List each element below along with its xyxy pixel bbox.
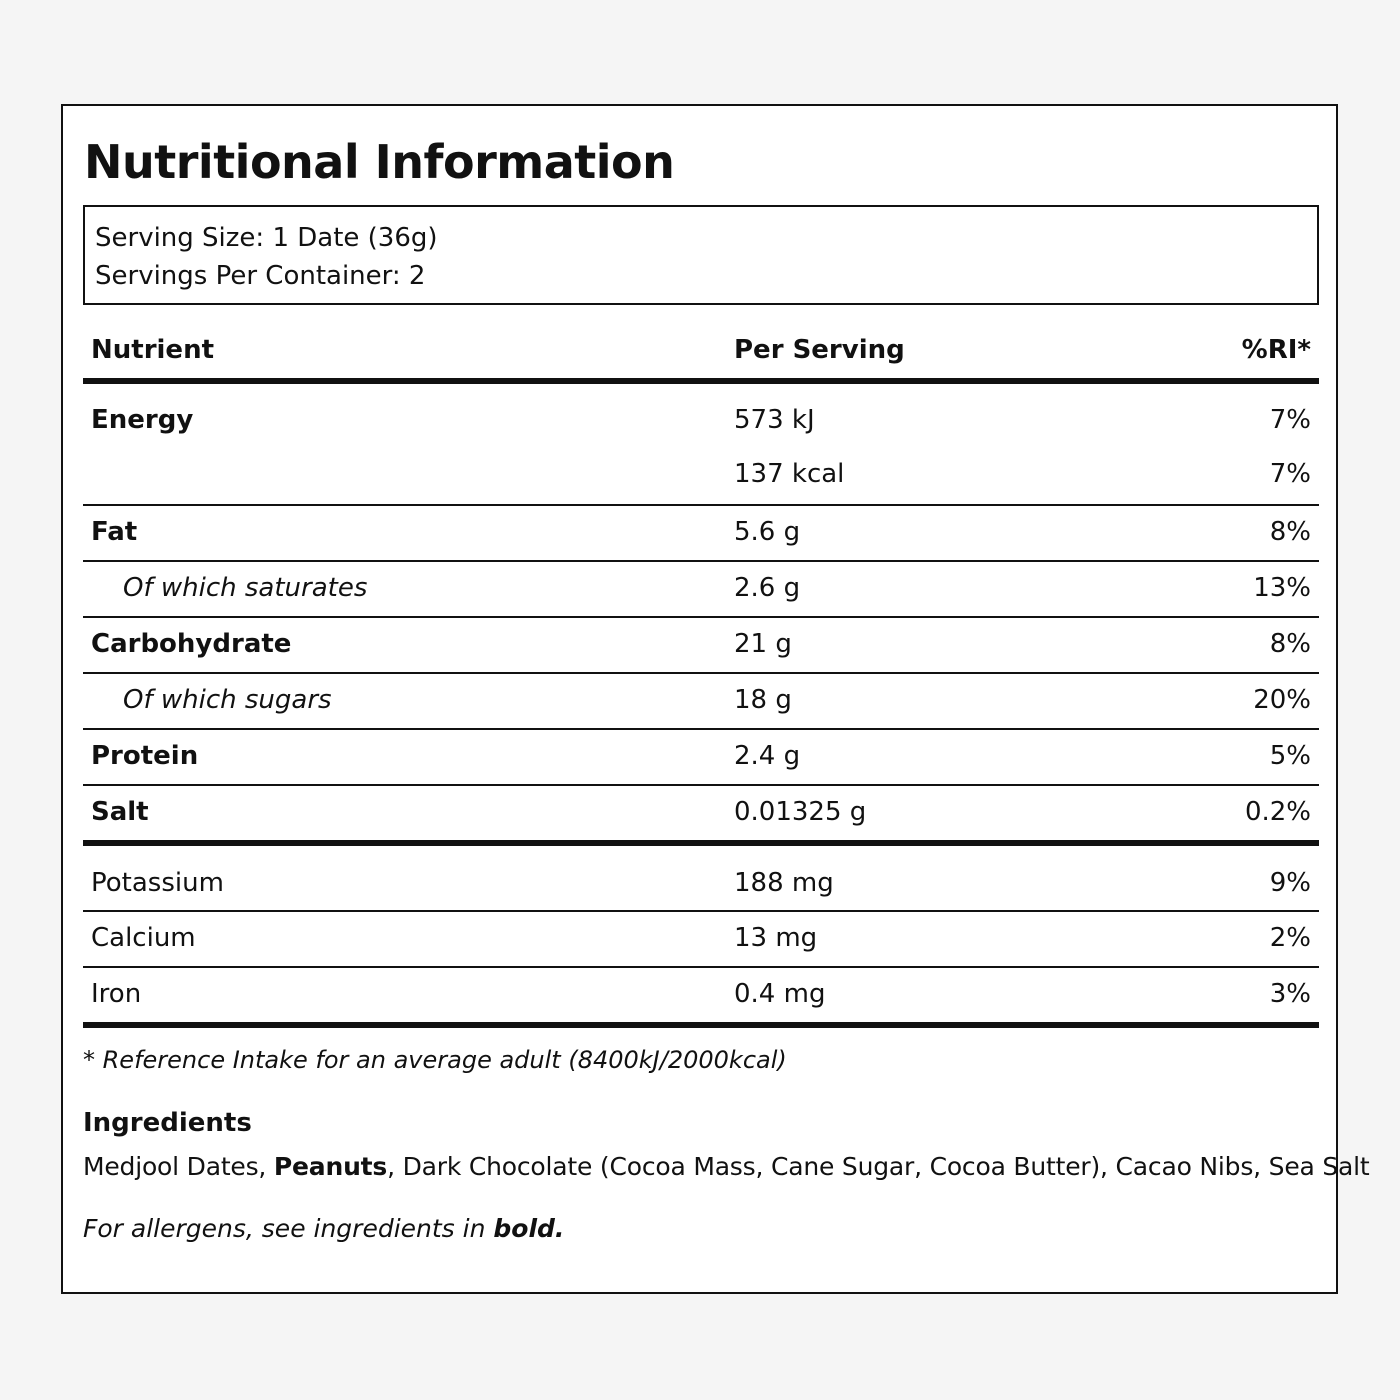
nutrition-table: Nutrient Per Serving %RI* Energy 573 kJ …	[83, 322, 1319, 1028]
nutrition-label: Nutritional Information Serving Size: 1 …	[61, 104, 1370, 1294]
energy-kcal: 137 kcal	[734, 459, 845, 489]
allergen-note: For allergens, see ingredients in bold.	[83, 1214, 564, 1243]
ingredients-heading: Ingredients	[83, 1108, 252, 1138]
table-header: Nutrient Per Serving %RI*	[83, 322, 1319, 384]
ingredients-list: Medjool Dates, Peanuts, Dark Chocolate (…	[83, 1152, 1370, 1181]
ingredient-text: , Dark Chocolate (Cocoa Mass, Cane Sugar…	[387, 1152, 1370, 1181]
nutrient-value: 2.4 g	[734, 741, 801, 771]
table-row-protein: Protein 2.4 g 5%	[83, 730, 1319, 786]
label-title: Nutritional Information	[84, 135, 675, 189]
nutrient-value: 13 mg	[734, 923, 818, 953]
nutrient-name: Of which saturates	[123, 573, 368, 603]
nutrient-name: Protein	[91, 741, 199, 771]
header-per-serving: Per Serving	[734, 335, 905, 365]
table-row-saturates: Of which saturates 2.6 g 13%	[83, 562, 1319, 618]
allergen-note-bold: bold.	[493, 1214, 565, 1243]
nutrient-value: 21 g	[734, 629, 792, 659]
serving-size: Serving Size: 1 Date (36g)	[95, 223, 438, 253]
allergen-ingredient: Peanuts	[273, 1152, 388, 1181]
table-row-energy: Energy 573 kJ 7% 137 kcal 7%	[83, 384, 1319, 506]
nutrient-ri: 9%	[1269, 868, 1311, 898]
nutrient-name: Salt	[91, 797, 149, 827]
nutrient-name: Fat	[91, 517, 138, 547]
nutrient-value: 5.6 g	[734, 517, 801, 547]
nutrient-value: 0.01325 g	[734, 797, 867, 827]
nutrient-ri: 0.2%	[1244, 797, 1311, 827]
header-ri: %RI*	[1241, 335, 1311, 365]
ri-footnote: * Reference Intake for an average adult …	[83, 1046, 787, 1074]
table-row-salt: Salt 0.01325 g 0.2%	[83, 786, 1319, 846]
nutrient-name: Of which sugars	[123, 685, 332, 715]
nutrient-value: 2.6 g	[734, 573, 801, 603]
nutrient-value: 18 g	[734, 685, 792, 715]
table-row-fat: Fat 5.6 g 8%	[83, 506, 1319, 562]
nutrient-name: Calcium	[91, 923, 196, 953]
table-row-carbohydrate: Carbohydrate 21 g 8%	[83, 618, 1319, 674]
serving-info-box: Serving Size: 1 Date (36g) Servings Per …	[83, 205, 1319, 305]
table-row-sugars: Of which sugars 18 g 20%	[83, 674, 1319, 730]
table-row-potassium: Potassium 188 mg 9%	[83, 846, 1319, 912]
nutrient-name: Iron	[91, 979, 142, 1009]
nutrient-name: Potassium	[91, 868, 224, 898]
nutrient-ri: 20%	[1253, 685, 1311, 715]
energy-kcal-ri: 7%	[1269, 459, 1311, 489]
energy-kj: 573 kJ	[734, 405, 815, 435]
nutrient-name: Energy	[91, 405, 194, 435]
nutrient-ri: 8%	[1269, 629, 1311, 659]
energy-kj-ri: 7%	[1269, 405, 1311, 435]
header-nutrient: Nutrient	[91, 335, 215, 365]
table-row-calcium: Calcium 13 mg 2%	[83, 912, 1319, 968]
nutrient-value: 188 mg	[734, 868, 834, 898]
nutrient-ri: 8%	[1269, 517, 1311, 547]
nutrient-name: Carbohydrate	[91, 629, 292, 659]
nutrient-ri: 5%	[1269, 741, 1311, 771]
nutrient-value: 0.4 mg	[734, 979, 826, 1009]
allergen-note-text: For allergens, see ingredients in	[83, 1214, 494, 1243]
servings-per-container: Servings Per Container: 2	[95, 261, 426, 291]
table-row-iron: Iron 0.4 mg 3%	[83, 968, 1319, 1028]
nutrient-ri: 13%	[1253, 573, 1311, 603]
nutrient-ri: 3%	[1269, 979, 1311, 1009]
nutrient-ri: 2%	[1269, 923, 1311, 953]
ingredient-text: Medjool Dates,	[83, 1152, 274, 1181]
